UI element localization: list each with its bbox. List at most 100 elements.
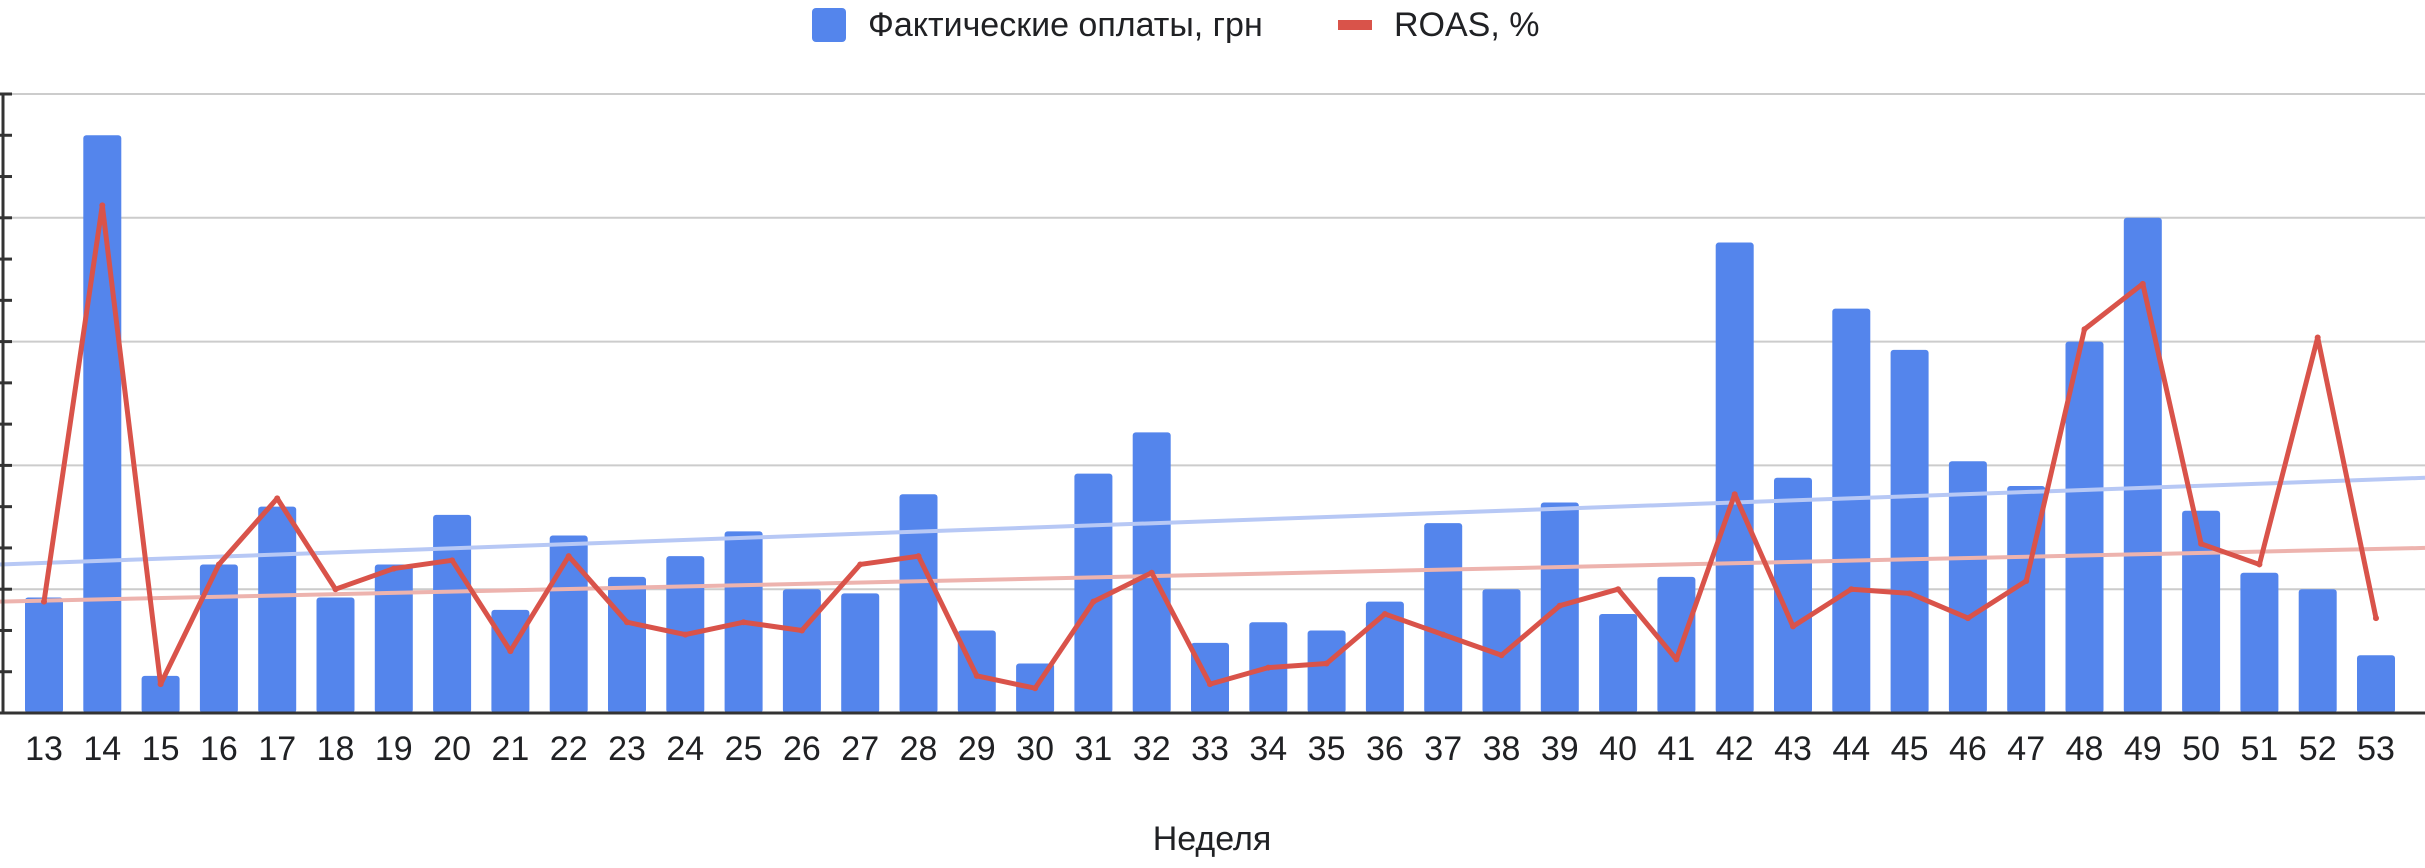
roas-point-week-49[interactable]: [2139, 280, 2146, 287]
trendline-roas: [0, 545, 2425, 604]
bar-week-33[interactable]: [1191, 642, 1229, 713]
bar-week-18[interactable]: [316, 597, 355, 713]
bar-week-40[interactable]: [1599, 613, 1638, 713]
x-tick-label: 51: [2240, 730, 2278, 768]
bar-week-43[interactable]: [1774, 477, 1812, 713]
bar-week-15[interactable]: [141, 675, 180, 713]
roas-point-week-21[interactable]: [507, 648, 514, 655]
roas-point-week-36[interactable]: [1381, 610, 1388, 617]
roas-point-week-41[interactable]: [1673, 656, 1680, 663]
bar-week-28[interactable]: [899, 494, 938, 713]
bar-week-42[interactable]: [1715, 242, 1754, 713]
x-tick-label: 17: [258, 730, 296, 768]
roas-point-week-52[interactable]: [2314, 334, 2321, 341]
bar-week-17[interactable]: [258, 506, 297, 713]
x-tick-label: 25: [725, 730, 763, 768]
roas-point-week-50[interactable]: [2198, 540, 2205, 547]
x-tick-label: 46: [1949, 730, 1987, 768]
x-tick-label: 47: [2007, 730, 2045, 768]
roas-point-week-47[interactable]: [2023, 577, 2030, 584]
x-tick-label: 43: [1774, 730, 1812, 768]
bar-week-49[interactable]: [2123, 217, 2162, 714]
roas-point-week-19[interactable]: [390, 565, 397, 572]
bar-series: [25, 135, 2395, 714]
roas-point-week-33[interactable]: [1207, 681, 1213, 688]
x-tick-label: 19: [375, 730, 413, 768]
roas-point-week-17[interactable]: [274, 495, 281, 502]
bar-week-44[interactable]: [1832, 308, 1871, 713]
x-tick-label: 13: [25, 730, 63, 768]
roas-point-week-18[interactable]: [332, 586, 339, 593]
legend-item-payments[interactable]: Фактические оплаты, грн: [812, 6, 1263, 44]
x-axis-tick-labels: 13 14 15 16 17 18 19 20 21 22 23 24 25 26 27 28 29 30 31 32…: [25, 730, 2395, 768]
roas-point-week-51[interactable]: [2256, 561, 2263, 568]
roas-point-week-38[interactable]: [1498, 652, 1505, 659]
roas-point-week-46[interactable]: [1964, 615, 1971, 622]
x-tick-label: 30: [1016, 730, 1054, 768]
x-tick-label: 36: [1366, 730, 1404, 768]
bar-week-27[interactable]: [841, 593, 880, 713]
roas-point-week-32[interactable]: [1148, 569, 1155, 576]
legend-item-roas[interactable]: ROAS, %: [1338, 6, 1539, 44]
bar-week-45[interactable]: [1890, 349, 1929, 713]
trendlines: [0, 475, 2425, 604]
bar-week-13[interactable]: [25, 597, 63, 713]
bar-week-50[interactable]: [2182, 510, 2221, 713]
roas-point-week-29[interactable]: [973, 672, 980, 679]
roas-point-week-45[interactable]: [1906, 590, 1913, 597]
bar-week-36[interactable]: [1365, 601, 1404, 713]
roas-point-week-53[interactable]: [2373, 615, 2379, 622]
bar-week-51[interactable]: [2240, 572, 2279, 713]
bar-week-16[interactable]: [199, 564, 238, 713]
roas-point-week-43[interactable]: [1790, 623, 1796, 630]
x-tick-label: 33: [1191, 730, 1229, 768]
x-tick-label: 53: [2357, 730, 2395, 768]
legend-swatch-payments: [812, 8, 846, 42]
roas-point-week-37[interactable]: [1440, 631, 1447, 638]
roas-point-week-35[interactable]: [1323, 660, 1330, 667]
bar-week-31[interactable]: [1074, 473, 1113, 713]
bar-week-22[interactable]: [549, 535, 588, 713]
roas-point-week-23[interactable]: [624, 619, 630, 626]
roas-point-week-24[interactable]: [682, 631, 689, 638]
roas-point-week-26[interactable]: [798, 627, 805, 634]
gridlines: [0, 93, 2425, 591]
trendline-payments: [0, 475, 2425, 567]
x-tick-label: 35: [1308, 730, 1346, 768]
bar-week-53[interactable]: [2357, 655, 2395, 713]
bar-week-20[interactable]: [433, 514, 472, 713]
roas-point-week-44[interactable]: [1848, 586, 1855, 593]
bar-week-41[interactable]: [1657, 576, 1696, 713]
roas-point-week-34[interactable]: [1265, 664, 1272, 671]
x-tick-label: 22: [550, 730, 588, 768]
roas-point-week-30[interactable]: [1032, 685, 1039, 692]
bar-week-23[interactable]: [608, 576, 646, 713]
bar-week-35[interactable]: [1307, 630, 1346, 713]
roas-point-week-39[interactable]: [1556, 602, 1563, 609]
roas-point-week-16[interactable]: [215, 561, 222, 568]
x-tick-label: 32: [1133, 730, 1171, 768]
bar-week-37[interactable]: [1424, 523, 1463, 713]
roas-point-week-31[interactable]: [1090, 598, 1097, 605]
roas-point-week-14[interactable]: [99, 202, 106, 209]
roas-point-week-27[interactable]: [857, 561, 864, 568]
bar-week-26[interactable]: [782, 589, 821, 713]
roas-point-week-25[interactable]: [740, 619, 747, 626]
roas-point-week-13[interactable]: [41, 598, 47, 605]
roas-point-week-40[interactable]: [1615, 586, 1622, 593]
bar-week-46[interactable]: [1948, 461, 1987, 713]
roas-point-week-15[interactable]: [157, 681, 164, 688]
bar-week-19[interactable]: [374, 564, 413, 713]
roas-point-week-42[interactable]: [1731, 491, 1738, 498]
bar-week-52[interactable]: [2298, 589, 2337, 713]
bar-week-48[interactable]: [2065, 341, 2104, 713]
roas-point-week-48[interactable]: [2081, 326, 2088, 333]
line-series: [41, 202, 2379, 692]
roas-point-week-20[interactable]: [449, 557, 456, 564]
x-tick-label: 18: [317, 730, 355, 768]
roas-point-week-22[interactable]: [565, 553, 572, 560]
x-tick-label: 15: [142, 730, 180, 768]
bar-week-38[interactable]: [1482, 589, 1521, 713]
roas-point-week-28[interactable]: [915, 553, 922, 560]
x-tick-label: 24: [666, 730, 704, 768]
